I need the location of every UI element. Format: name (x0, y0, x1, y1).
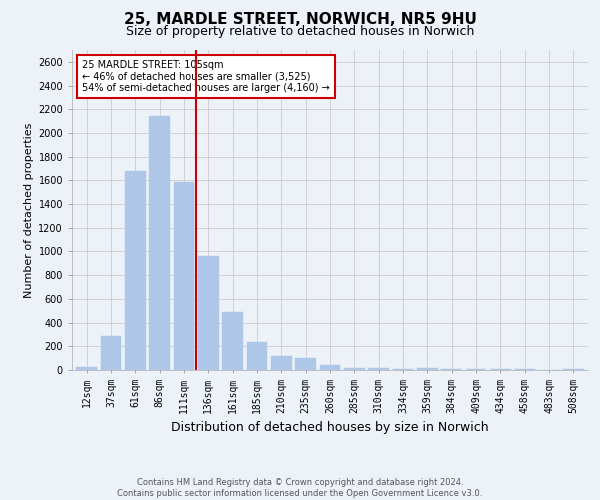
Bar (466, 369, 487, 370)
Bar (344, 368, 365, 370)
Bar (417, 368, 438, 370)
Y-axis label: Number of detached properties: Number of detached properties (24, 122, 34, 298)
Bar (198, 256, 218, 370)
Bar (149, 116, 170, 370)
Bar (368, 368, 389, 370)
Bar (295, 358, 316, 370)
Bar (563, 369, 584, 370)
Bar (173, 182, 194, 370)
Bar (76, 367, 97, 370)
Bar (247, 342, 268, 370)
Text: Size of property relative to detached houses in Norwich: Size of property relative to detached ho… (126, 25, 474, 38)
Bar (271, 356, 292, 370)
Text: Contains HM Land Registry data © Crown copyright and database right 2024.
Contai: Contains HM Land Registry data © Crown c… (118, 478, 482, 498)
Bar (392, 369, 413, 370)
Bar (442, 369, 462, 370)
Bar (222, 312, 243, 370)
Bar (320, 364, 340, 370)
Bar (101, 336, 121, 370)
Bar (125, 171, 146, 370)
X-axis label: Distribution of detached houses by size in Norwich: Distribution of detached houses by size … (171, 421, 489, 434)
Text: 25 MARDLE STREET: 105sqm
← 46% of detached houses are smaller (3,525)
54% of sem: 25 MARDLE STREET: 105sqm ← 46% of detach… (82, 60, 330, 93)
Text: 25, MARDLE STREET, NORWICH, NR5 9HU: 25, MARDLE STREET, NORWICH, NR5 9HU (124, 12, 476, 28)
